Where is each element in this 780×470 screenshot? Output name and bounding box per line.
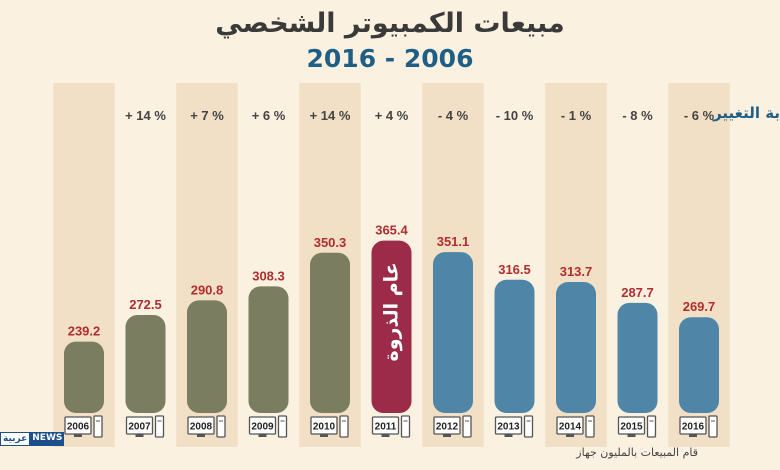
change-label-2007: + 14 %: [125, 108, 166, 123]
bar-2011: [371, 240, 412, 413]
change-label-2011: + 4 %: [375, 108, 409, 123]
computer-icon-stand-2011: [381, 434, 390, 437]
year-label-2016: 2016: [682, 422, 705, 433]
computer-icon-stand-2013: [504, 434, 513, 437]
computer-icon-stand-2015: [627, 434, 636, 437]
value-label-2015: 287.7: [621, 285, 654, 300]
computer-icon-stand-2008: [197, 434, 205, 437]
year-label-2010: 2010: [313, 422, 336, 433]
change-label-2015: - 8 %: [622, 108, 653, 123]
bar-2007: [125, 315, 166, 413]
value-label-2008: 290.8: [191, 282, 224, 297]
value-label-2013: 316.5: [498, 262, 531, 277]
value-label-2009: 308.3: [252, 268, 285, 283]
computer-icon-stand-2007: [135, 434, 144, 437]
change-label-2016: - 6 %: [684, 108, 715, 123]
computer-icon-tower-2016: [708, 415, 718, 438]
computer-icon-tower-2008: [216, 415, 226, 438]
value-label-2006: 239.2: [68, 324, 101, 339]
value-label-2011: 365.4: [375, 223, 408, 238]
logo-part-arabic: عربية: [0, 432, 31, 446]
computer-icon-tower-2007: [154, 415, 165, 438]
change-label-2013: - 10 %: [496, 108, 534, 123]
year-label-2014: 2014: [559, 422, 582, 433]
bar-2014: [556, 282, 596, 413]
change-label-2010: + 14 %: [310, 108, 351, 123]
bar-2006: [64, 341, 104, 413]
computer-icon-tower-2012: [462, 415, 472, 438]
value-label-2010: 350.3: [314, 235, 347, 250]
value-label-2007: 272.5: [129, 297, 162, 312]
computer-icon-stand-2010: [320, 434, 328, 437]
computer-icon-stand-2009: [258, 434, 267, 437]
computer-icon-stand-2006: [74, 434, 82, 437]
computer-icon-tower-2009: [277, 415, 288, 438]
value-label-2012: 351.1: [437, 234, 470, 249]
year-label-2013: 2013: [497, 422, 520, 433]
computer-icon-tower-2010: [339, 415, 349, 438]
computer-icon-tower-2006: [93, 415, 103, 438]
computer-icon-stand-2016: [689, 434, 697, 437]
computer-icon-tower-2014: [585, 415, 595, 438]
computer-icon-tower-2015: [646, 415, 657, 438]
value-label-2016: 269.7: [683, 299, 716, 314]
computer-icon-tower-2011: [400, 415, 411, 438]
value-label-2014: 313.7: [560, 264, 593, 279]
computer-icon-tower-2013: [523, 415, 534, 438]
change-row-label: بة التغيير: [713, 104, 780, 122]
change-label-2008: + 7 %: [190, 108, 224, 123]
bar-2013: [494, 279, 535, 413]
bar-2008: [187, 300, 227, 413]
footer-note: قام المبيعات بالمليون جهاز: [576, 446, 698, 459]
logo-part-news: NEWS: [30, 432, 65, 446]
computer-icon-stand-2014: [566, 434, 574, 437]
year-label-2011: 2011: [375, 422, 397, 433]
year-label-2008: 2008: [190, 422, 213, 433]
year-label-2009: 2009: [251, 422, 274, 433]
computer-icon-stand-2012: [443, 434, 451, 437]
bar-2015: [617, 302, 658, 413]
year-label-2006: 2006: [67, 422, 90, 433]
year-label-2012: 2012: [436, 422, 459, 433]
bar-2012: [433, 252, 473, 413]
peak-year-label: عام الذروة: [381, 262, 403, 361]
chart-subtitle: 2016 - 2006: [306, 44, 474, 73]
bar-2016: [679, 317, 719, 413]
change-label-2009: + 6 %: [252, 108, 286, 123]
change-label-2014: - 1 %: [561, 108, 592, 123]
change-label-2012: - 4 %: [438, 108, 469, 123]
year-label-2007: 2007: [128, 422, 151, 433]
bar-2010: [310, 252, 350, 413]
chart-title: مبيعات الكمبيوتر الشخصي: [215, 8, 565, 39]
bar-2009: [248, 286, 289, 413]
sky-news-arabia-logo: عربية NEWS: [0, 432, 65, 446]
year-label-2015: 2015: [620, 422, 643, 433]
